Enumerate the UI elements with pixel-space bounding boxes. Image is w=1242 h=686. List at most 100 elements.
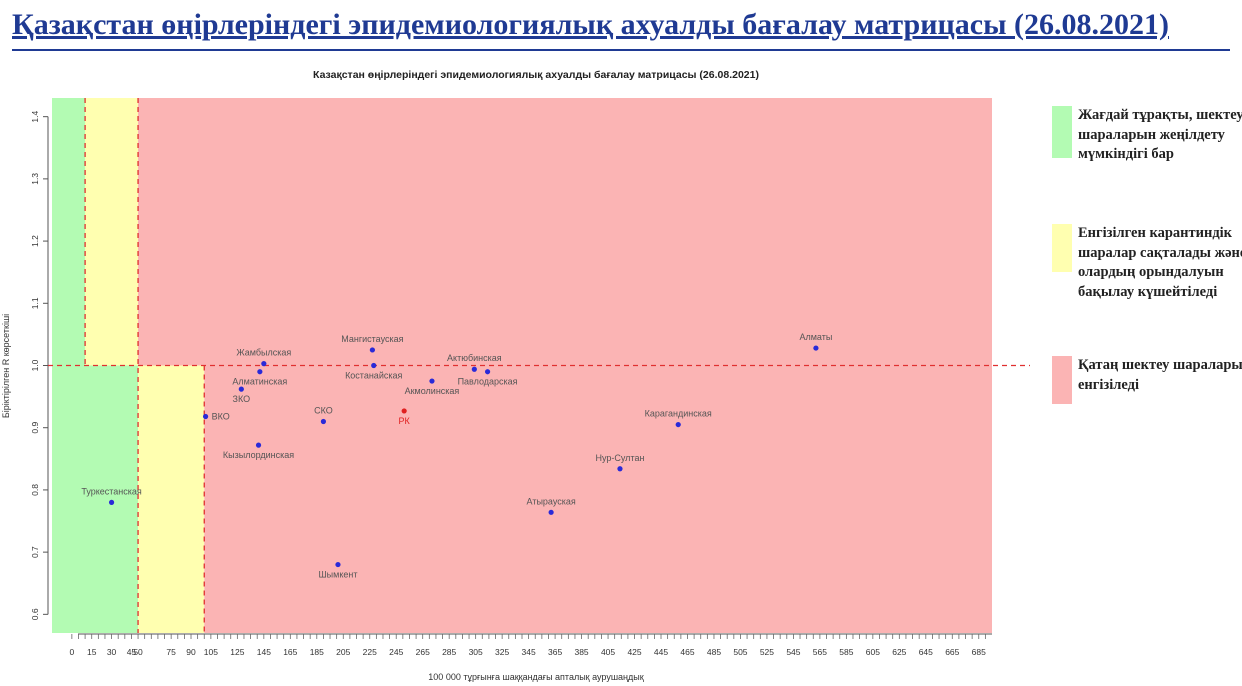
x-tick-label: 425 xyxy=(627,647,641,657)
point-11 xyxy=(429,378,435,384)
x-tick-label: 345 xyxy=(522,647,536,657)
legend-swatch-red xyxy=(1052,356,1072,404)
legend-text-stable: Жағдай тұрақты, шектеу шараларын жеңілде… xyxy=(1078,107,1242,162)
x-tick-label: 565 xyxy=(813,647,827,657)
point-label-15: Нур-Султан xyxy=(595,453,644,463)
y-tick-label: 0.7 xyxy=(30,546,40,558)
x-tick-label: 265 xyxy=(416,647,430,657)
x-tick-label: 325 xyxy=(495,647,509,657)
point-label-7: Шымкент xyxy=(318,570,357,580)
point-4 xyxy=(238,386,244,392)
point-5 xyxy=(255,442,262,448)
point-12 xyxy=(471,366,477,372)
point-13 xyxy=(484,369,491,375)
point-label-4: ЗКО xyxy=(233,394,251,404)
zone-4 xyxy=(204,365,992,633)
x-tick-label: 30 xyxy=(107,647,117,657)
y-tick-label: 0.9 xyxy=(30,422,40,434)
legend-text-strict: Қатаң шектеу шаралары енгізіледі xyxy=(1078,357,1242,393)
zone-2 xyxy=(85,98,139,366)
x-tick-label: 485 xyxy=(707,647,721,657)
point-8 xyxy=(369,347,375,353)
x-tick-label: 525 xyxy=(760,647,774,657)
x-tick-label: 405 xyxy=(601,647,615,657)
title-underline xyxy=(12,49,1230,51)
point-17 xyxy=(813,345,819,351)
zones-layer xyxy=(52,98,992,633)
zone-3 xyxy=(138,98,992,366)
point-label-2: Жамбылская xyxy=(236,348,291,358)
point-label-17: Алматы xyxy=(799,332,832,342)
slide-title: Қазақстан өңірлеріндегі эпидемиологиялық… xyxy=(12,8,1169,41)
x-tick-label: 665 xyxy=(945,647,959,657)
point-6 xyxy=(320,418,327,425)
zone-1 xyxy=(138,365,205,633)
point-1 xyxy=(202,413,209,420)
x-tick-label: 645 xyxy=(919,647,933,657)
x-tick-label: 185 xyxy=(310,647,324,657)
point-3 xyxy=(257,369,263,375)
chart-title: Казақстан өңірлеріндегі эпидемиологиялық… xyxy=(313,69,759,81)
y-tick-label: 0.6 xyxy=(30,608,40,620)
y-tick-label: 0.8 xyxy=(30,484,40,496)
threshold-lines-layer xyxy=(48,98,1030,633)
point-label-6: СКО xyxy=(314,405,333,415)
x-tick-label: 385 xyxy=(574,647,588,657)
y-tick-label: 1.4 xyxy=(30,110,40,122)
x-tick-label: 445 xyxy=(654,647,668,657)
point-label-0: Туркестанская xyxy=(81,486,142,496)
x-tick-label: 365 xyxy=(548,647,562,657)
x-tick-label: 545 xyxy=(786,647,800,657)
x-tick-label: 305 xyxy=(469,647,483,657)
point-14 xyxy=(548,509,554,515)
x-tick-label: 465 xyxy=(680,647,694,657)
y-tick-label: 1.0 xyxy=(30,359,40,371)
point-16 xyxy=(675,421,681,428)
points-layer: Туркестанская ВКО Жамбылская Алматинская ЗКО… xyxy=(81,332,832,579)
point-label-3: Алматинская xyxy=(232,377,287,387)
x-tick-label: 245 xyxy=(389,647,403,657)
point-9 xyxy=(371,362,377,369)
y-tick-label: 1.3 xyxy=(30,173,40,185)
x-tick-label: 505 xyxy=(733,647,747,657)
x-tick-label: 165 xyxy=(283,647,297,657)
point-label-16: Карагандинская xyxy=(645,409,712,419)
x-tick-label: 205 xyxy=(336,647,350,657)
point-label-10: РК xyxy=(399,416,411,426)
x-tick-label: 285 xyxy=(442,647,456,657)
y-tick-label: 1.1 xyxy=(30,297,40,309)
x-tick-label: 145 xyxy=(257,647,271,657)
point-label-9: Костанайская xyxy=(345,371,402,381)
point-label-12: Актюбинская xyxy=(447,353,502,363)
point-label-13: Павлодарская xyxy=(458,377,518,387)
point-15 xyxy=(617,466,623,472)
point-0 xyxy=(108,499,115,505)
point-7 xyxy=(335,561,341,568)
legend-text-maintain: Енгізілген карантиндік шаралар сақталады… xyxy=(1078,225,1242,300)
point-label-5: Кызылординская xyxy=(223,450,294,460)
x-tick-label: 225 xyxy=(363,647,377,657)
x-tick-label: 90 xyxy=(186,647,196,657)
point-label-14: Атырауская xyxy=(527,496,576,506)
x-tick-label: 0 xyxy=(69,647,74,657)
legend-swatch-yellow xyxy=(1052,224,1072,272)
point-label-11: Акмолинская xyxy=(405,386,460,396)
point-label-1: ВКО xyxy=(212,412,230,422)
x-tick-label: 105 xyxy=(204,647,218,657)
point-10 xyxy=(401,408,407,414)
x-tick-label: 50 xyxy=(133,647,143,657)
x-tick-label: 125 xyxy=(230,647,244,657)
x-tick-label: 685 xyxy=(972,647,986,657)
x-tick-label: 625 xyxy=(892,647,906,657)
point-label-8: Мангистауская xyxy=(341,334,403,344)
y-tick-label: 1.2 xyxy=(30,235,40,247)
x-tick-label: 45 xyxy=(127,647,137,657)
y-axis-label: Біріктірілген R көрсеткіші xyxy=(1,314,11,418)
x-tick-label: 15 xyxy=(87,647,97,657)
x-tick-label: 75 xyxy=(166,647,176,657)
x-tick-label: 585 xyxy=(839,647,853,657)
x-tick-label: 605 xyxy=(866,647,880,657)
point-2 xyxy=(261,361,267,367)
